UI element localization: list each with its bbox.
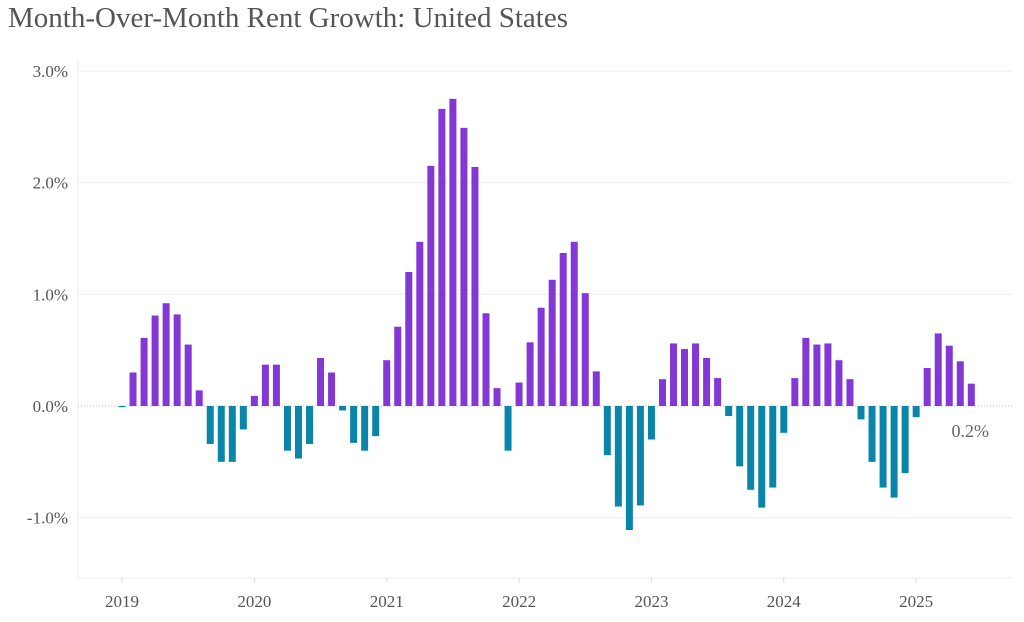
bar (736, 406, 744, 467)
bar (350, 406, 358, 443)
bar (482, 313, 490, 406)
bar (647, 406, 655, 440)
bar (449, 98, 457, 406)
bar (394, 326, 402, 406)
bar (703, 357, 711, 406)
bar (206, 406, 214, 444)
bar (537, 307, 545, 406)
bar (372, 406, 380, 437)
x-tick-label: 2022 (502, 592, 536, 611)
bar (603, 406, 611, 456)
bar (934, 333, 942, 406)
bar (195, 390, 203, 406)
bar (890, 406, 898, 498)
bar (559, 252, 567, 406)
bar (173, 314, 181, 406)
bar (250, 395, 258, 406)
bar (636, 406, 644, 506)
x-tick-label: 2024 (767, 592, 802, 611)
bar (824, 343, 832, 406)
y-tick-label: 1.0% (33, 285, 68, 304)
bar (140, 337, 148, 406)
bar (460, 127, 468, 406)
bar (868, 406, 876, 462)
bar (912, 406, 920, 418)
bar (493, 388, 501, 406)
bar (471, 166, 479, 406)
bar (791, 378, 799, 406)
bar (261, 364, 269, 406)
bar (129, 372, 137, 406)
bar (846, 379, 854, 406)
bar (747, 406, 755, 490)
bar (658, 379, 666, 406)
bar (383, 360, 391, 406)
x-tick-label: 2019 (105, 592, 139, 611)
bar (945, 345, 953, 406)
bar (692, 343, 700, 406)
y-tick-label: 3.0% (33, 62, 68, 81)
bar (151, 315, 159, 406)
bar (504, 406, 512, 451)
bar (217, 406, 225, 462)
y-tick-label: -1.0% (27, 509, 68, 528)
bar (118, 406, 126, 408)
bar (780, 406, 788, 433)
y-tick-label: 0.0% (33, 397, 68, 416)
bar (526, 342, 534, 406)
bar (317, 357, 325, 406)
bar (758, 406, 766, 508)
bar (835, 360, 843, 406)
bar (813, 344, 821, 406)
bar (427, 165, 435, 406)
x-tick-label: 2023 (634, 592, 668, 611)
bar (361, 406, 369, 451)
bar (184, 344, 192, 406)
bar (879, 406, 887, 488)
bar (306, 406, 314, 444)
bar (614, 406, 622, 507)
bar (294, 406, 302, 459)
bar (239, 406, 247, 430)
bar (670, 343, 677, 406)
bar (328, 372, 336, 406)
bar (339, 406, 347, 411)
x-tick-label: 2020 (237, 592, 271, 611)
x-tick-label: 2025 (899, 592, 933, 611)
bar (725, 406, 733, 417)
bar (923, 368, 931, 406)
bar (515, 382, 523, 406)
bar (956, 361, 964, 406)
bar (162, 303, 170, 406)
bar (438, 108, 446, 407)
bar (272, 364, 280, 406)
bar (967, 383, 975, 406)
chart-title: Month-Over-Month Rent Growth: United Sta… (8, 2, 569, 34)
bar (570, 241, 578, 406)
bar (802, 337, 810, 406)
bar (592, 371, 600, 406)
bar (625, 406, 633, 530)
bar (901, 406, 909, 474)
bar (416, 241, 424, 406)
bar (405, 271, 413, 406)
bar (857, 406, 865, 420)
x-tick-label: 2021 (370, 592, 404, 611)
bar (228, 406, 236, 462)
last-value-label: 0.2% (952, 421, 990, 441)
bar (283, 406, 291, 451)
bar (769, 406, 777, 488)
bar (581, 293, 589, 406)
y-tick-label: 2.0% (33, 174, 68, 193)
bar (681, 349, 689, 406)
bar (548, 279, 556, 406)
bar (714, 378, 722, 406)
